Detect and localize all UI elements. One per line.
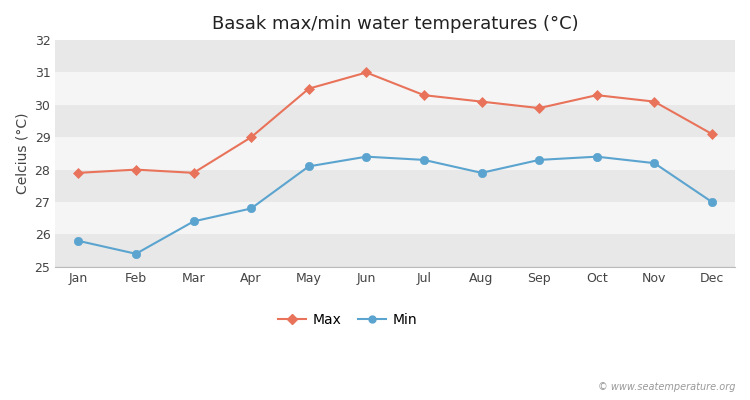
Min — [247, 206, 256, 211]
Max — [419, 93, 428, 98]
Min — [535, 158, 544, 162]
Min — [304, 164, 313, 169]
Max — [535, 106, 544, 110]
Max — [131, 167, 140, 172]
Min — [419, 158, 428, 162]
Max — [592, 93, 602, 98]
Min — [707, 200, 716, 204]
Text: © www.seatemperature.org: © www.seatemperature.org — [598, 382, 735, 392]
Max — [74, 170, 82, 175]
Line: Min: Min — [74, 152, 716, 258]
Bar — [56, 137, 735, 170]
Max — [247, 135, 256, 140]
Min — [362, 154, 370, 159]
Bar — [56, 202, 735, 234]
Max — [477, 99, 486, 104]
Max — [189, 170, 198, 175]
Min — [477, 170, 486, 175]
Min — [74, 238, 82, 243]
Legend: Max, Min: Max, Min — [272, 308, 423, 333]
Bar — [56, 234, 735, 267]
Bar — [56, 170, 735, 202]
Min — [131, 251, 140, 256]
Max — [304, 86, 313, 91]
Min — [592, 154, 602, 159]
Min — [650, 161, 658, 166]
Bar — [56, 72, 735, 105]
Max — [707, 132, 716, 136]
Y-axis label: Celcius (°C): Celcius (°C) — [15, 113, 29, 194]
Max — [362, 70, 370, 75]
Bar — [56, 40, 735, 72]
Line: Max: Max — [74, 69, 716, 177]
Title: Basak max/min water temperatures (°C): Basak max/min water temperatures (°C) — [211, 15, 578, 33]
Min — [189, 219, 198, 224]
Bar — [56, 105, 735, 137]
Max — [650, 99, 658, 104]
